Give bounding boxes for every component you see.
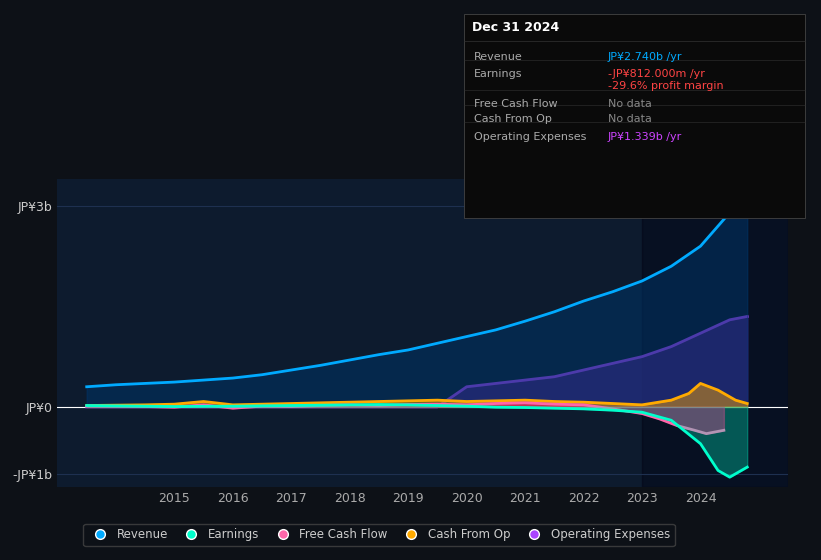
Text: Operating Expenses: Operating Expenses (474, 132, 586, 142)
Text: -JP¥812.000m /yr: -JP¥812.000m /yr (608, 69, 704, 79)
Text: No data: No data (608, 99, 651, 109)
Text: No data: No data (608, 114, 651, 124)
Text: Dec 31 2024: Dec 31 2024 (472, 21, 559, 34)
Text: JP¥1.339b /yr: JP¥1.339b /yr (608, 132, 681, 142)
Text: JP¥2.740b /yr: JP¥2.740b /yr (608, 52, 682, 62)
Bar (642, 179, 788, 487)
Text: Revenue: Revenue (474, 52, 522, 62)
Text: Earnings: Earnings (474, 69, 522, 79)
Text: -29.6% profit margin: -29.6% profit margin (608, 81, 723, 91)
Text: Free Cash Flow: Free Cash Flow (474, 99, 557, 109)
Legend: Revenue, Earnings, Free Cash Flow, Cash From Op, Operating Expenses: Revenue, Earnings, Free Cash Flow, Cash … (84, 524, 675, 546)
Text: Cash From Op: Cash From Op (474, 114, 552, 124)
